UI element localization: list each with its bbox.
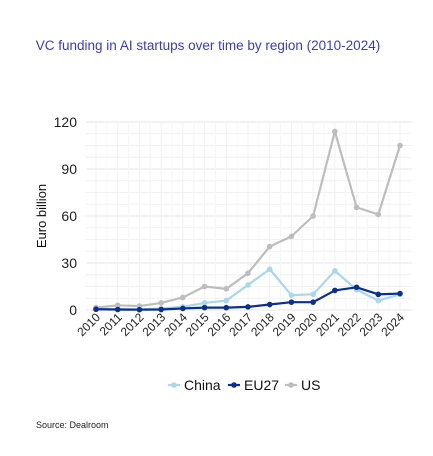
data-point-eu27 (245, 304, 251, 310)
data-point-eu27 (223, 304, 230, 311)
x-tick-label: 2019 (270, 310, 299, 339)
legend-item-eu27: EU27 (228, 377, 279, 393)
y-tick-label: 0 (69, 302, 77, 318)
x-tick-label: 2010 (74, 310, 103, 339)
x-tick-label: 2023 (357, 310, 386, 339)
data-point-china (332, 268, 338, 274)
data-point-eu27 (310, 299, 316, 305)
data-point-eu27 (201, 304, 208, 311)
data-point-eu27 (180, 305, 186, 312)
legend-item-china: China (168, 377, 221, 393)
x-tick-label: 2024 (378, 310, 407, 339)
data-point-china (266, 266, 273, 273)
data-point-china (375, 297, 382, 304)
data-point-china (288, 292, 295, 298)
x-tick-label: 2021 (313, 310, 342, 339)
data-point-us (114, 302, 121, 309)
y-axis-label: Euro billion (34, 184, 49, 248)
y-tick-label: 120 (54, 114, 78, 130)
data-point-us (310, 213, 316, 219)
data-point-eu27 (353, 284, 360, 291)
x-tick-label: 2016 (205, 310, 234, 339)
data-point-us (332, 128, 338, 135)
y-tick-label: 30 (61, 255, 77, 271)
data-point-china (223, 297, 230, 304)
data-point-eu27 (375, 291, 382, 298)
data-point-us (288, 233, 295, 240)
legend-label: China (184, 377, 221, 393)
data-point-eu27 (158, 306, 164, 313)
x-tick-label: 2018 (248, 310, 277, 339)
data-point-us (201, 283, 208, 290)
data-point-eu27 (266, 301, 273, 308)
data-point-eu27 (136, 306, 143, 313)
x-tick-label: 2020 (291, 310, 320, 339)
chart-title: VC funding in AI startups over time by r… (35, 38, 381, 53)
data-point-us (223, 286, 230, 292)
data-point-us (158, 300, 164, 306)
x-tick-label: 2012 (118, 310, 147, 339)
x-tick-label: 2017 (226, 310, 255, 339)
series-group (93, 128, 403, 313)
data-point-eu27 (332, 287, 338, 294)
legend-swatch-point (171, 382, 177, 388)
legend-label: US (301, 377, 320, 393)
x-tick-label: 2015 (183, 310, 212, 339)
legend-swatch-point (288, 382, 294, 388)
data-point-eu27 (397, 290, 403, 297)
data-point-eu27 (93, 306, 99, 313)
data-point-us (180, 294, 186, 301)
x-tick-label: 2014 (161, 310, 190, 339)
legend: China EU27 US (168, 377, 320, 393)
x-tick-label: 2013 (139, 310, 168, 339)
legend-swatch-point (231, 382, 237, 388)
y-tick-label: 60 (61, 208, 77, 224)
y-tick-label: 90 (61, 161, 77, 177)
legend-item-us: US (285, 377, 320, 393)
data-point-us (397, 142, 403, 149)
source-note: Source: Dealroom (36, 420, 109, 430)
series-eu27 (93, 284, 403, 313)
data-point-china (201, 300, 208, 306)
data-point-eu27 (288, 299, 295, 305)
y-axis-ticks: 0 30 60 90 120 (54, 114, 78, 318)
data-point-us (245, 270, 251, 276)
data-point-china (310, 291, 316, 298)
x-tick-label: 2011 (97, 310, 125, 338)
data-point-us (266, 243, 273, 250)
x-axis-ticks: 2010201120122013201420152016201720182019… (74, 310, 407, 339)
data-point-us (353, 204, 360, 211)
x-tick-label: 2022 (335, 310, 364, 339)
series-us (93, 128, 403, 311)
data-point-eu27 (114, 306, 121, 313)
grid (86, 121, 412, 311)
data-point-china (245, 282, 251, 288)
data-point-us (375, 211, 382, 218)
legend-label: EU27 (244, 377, 279, 393)
